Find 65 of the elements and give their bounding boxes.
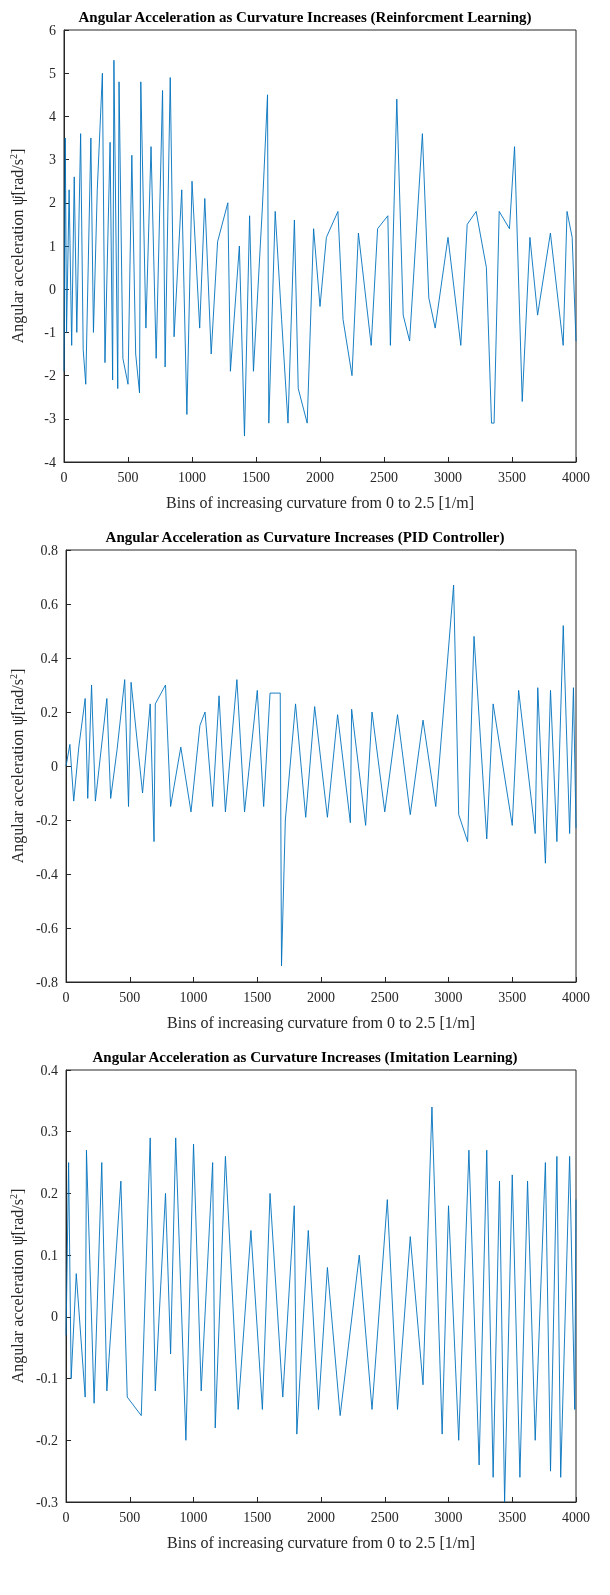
- x-tick-label: 4000: [562, 989, 590, 1005]
- x-tick-label: 1500: [243, 989, 272, 1005]
- x-tick-label: 1000: [179, 1509, 208, 1525]
- y-tick-label: 0.2: [40, 704, 59, 720]
- y-tick-label: -0.2: [35, 812, 59, 828]
- x-axis-title: Bins of increasing curvature from 0 to 2.5 [1/m]: [166, 493, 474, 512]
- y-tick-label: 0.4: [40, 1062, 59, 1078]
- y-tick-label: 6: [49, 22, 56, 38]
- y-tick-label: 0: [51, 1309, 59, 1325]
- x-tick-label: 500: [119, 1509, 141, 1525]
- x-tick-label: 3500: [498, 1509, 527, 1525]
- y-tick-label: -0.6: [35, 920, 59, 936]
- x-tick-label: 4000: [562, 469, 590, 485]
- x-tick-label: 3000: [434, 1509, 463, 1525]
- chart-title: Angular Acceleration as Curvature Increases (Reinforcment Learning): [78, 8, 532, 26]
- chart-title: Angular Acceleration as Curvature Increases (PID Controller): [105, 528, 505, 546]
- x-axis-title: Bins of increasing curvature from 0 to 2.5 [1/m]: [167, 1533, 475, 1552]
- y-tick-label: 0.2: [40, 1185, 59, 1201]
- y-tick-label: -0.1: [35, 1371, 59, 1387]
- x-tick-label: 2500: [370, 469, 398, 485]
- line-series: [65, 584, 577, 967]
- y-tick-label: 0.3: [40, 1124, 59, 1140]
- y-tick-label: 4: [49, 108, 56, 124]
- y-axis-title: Angular acceleration ψ̈[rad/s2]: [7, 668, 27, 864]
- y-tick-label: -0.2: [35, 1432, 59, 1448]
- y-tick-label: 0: [51, 758, 59, 774]
- y-tick-label: -3: [44, 411, 56, 427]
- x-tick-label: 4000: [562, 1509, 590, 1525]
- x-tick-label: 500: [119, 989, 141, 1005]
- x-tick-label: 500: [117, 469, 139, 485]
- y-tick-label: 0.8: [40, 542, 59, 558]
- x-tick-label: 0: [62, 1509, 70, 1525]
- y-tick-label: 0.1: [40, 1247, 59, 1263]
- chart-title: Angular Acceleration as Curvature Increases (Imitation Learning): [92, 1048, 518, 1066]
- x-tick-label: 3000: [434, 469, 462, 485]
- y-tick-label: 0: [49, 281, 56, 297]
- x-tick-label: 3500: [498, 989, 527, 1005]
- y-tick-label: -2: [44, 368, 56, 384]
- x-tick-label: 2000: [307, 989, 336, 1005]
- x-tick-label: 1500: [243, 1509, 272, 1525]
- x-tick-label: 2500: [370, 989, 399, 1005]
- y-axis-title: Angular acceleration ψ̈[rad/s2]: [7, 1188, 27, 1384]
- y-axis-title: Angular acceleration ψ̈[rad/s2]: [7, 148, 27, 344]
- x-tick-label: 3000: [434, 989, 463, 1005]
- y-tick-label: -0.3: [35, 1494, 59, 1510]
- y-tick-label: 3: [49, 152, 56, 168]
- x-axis-title: Bins of increasing curvature from 0 to 2.5 [1/m]: [167, 1013, 475, 1032]
- y-tick-label: 5: [49, 65, 56, 81]
- x-tick-label: 2000: [307, 1509, 336, 1525]
- y-tick-label: 0.4: [40, 650, 59, 666]
- y-tick-label: -0.8: [35, 974, 59, 990]
- y-tick-label: -4: [44, 454, 56, 470]
- y-tick-label: -0.4: [35, 866, 59, 882]
- y-tick-label: 1: [49, 238, 56, 254]
- y-tick-label: 0.6: [40, 596, 59, 612]
- x-tick-label: 3500: [498, 469, 526, 485]
- x-tick-label: 0: [62, 989, 70, 1005]
- x-tick-label: 2500: [370, 1509, 399, 1525]
- x-tick-label: 1000: [179, 989, 208, 1005]
- x-tick-label: 2000: [306, 469, 334, 485]
- line-series: [63, 59, 577, 437]
- x-tick-label: 1000: [178, 469, 206, 485]
- x-tick-label: 1500: [242, 469, 270, 485]
- y-tick-label: 2: [49, 195, 56, 211]
- y-tick-label: -1: [44, 324, 56, 340]
